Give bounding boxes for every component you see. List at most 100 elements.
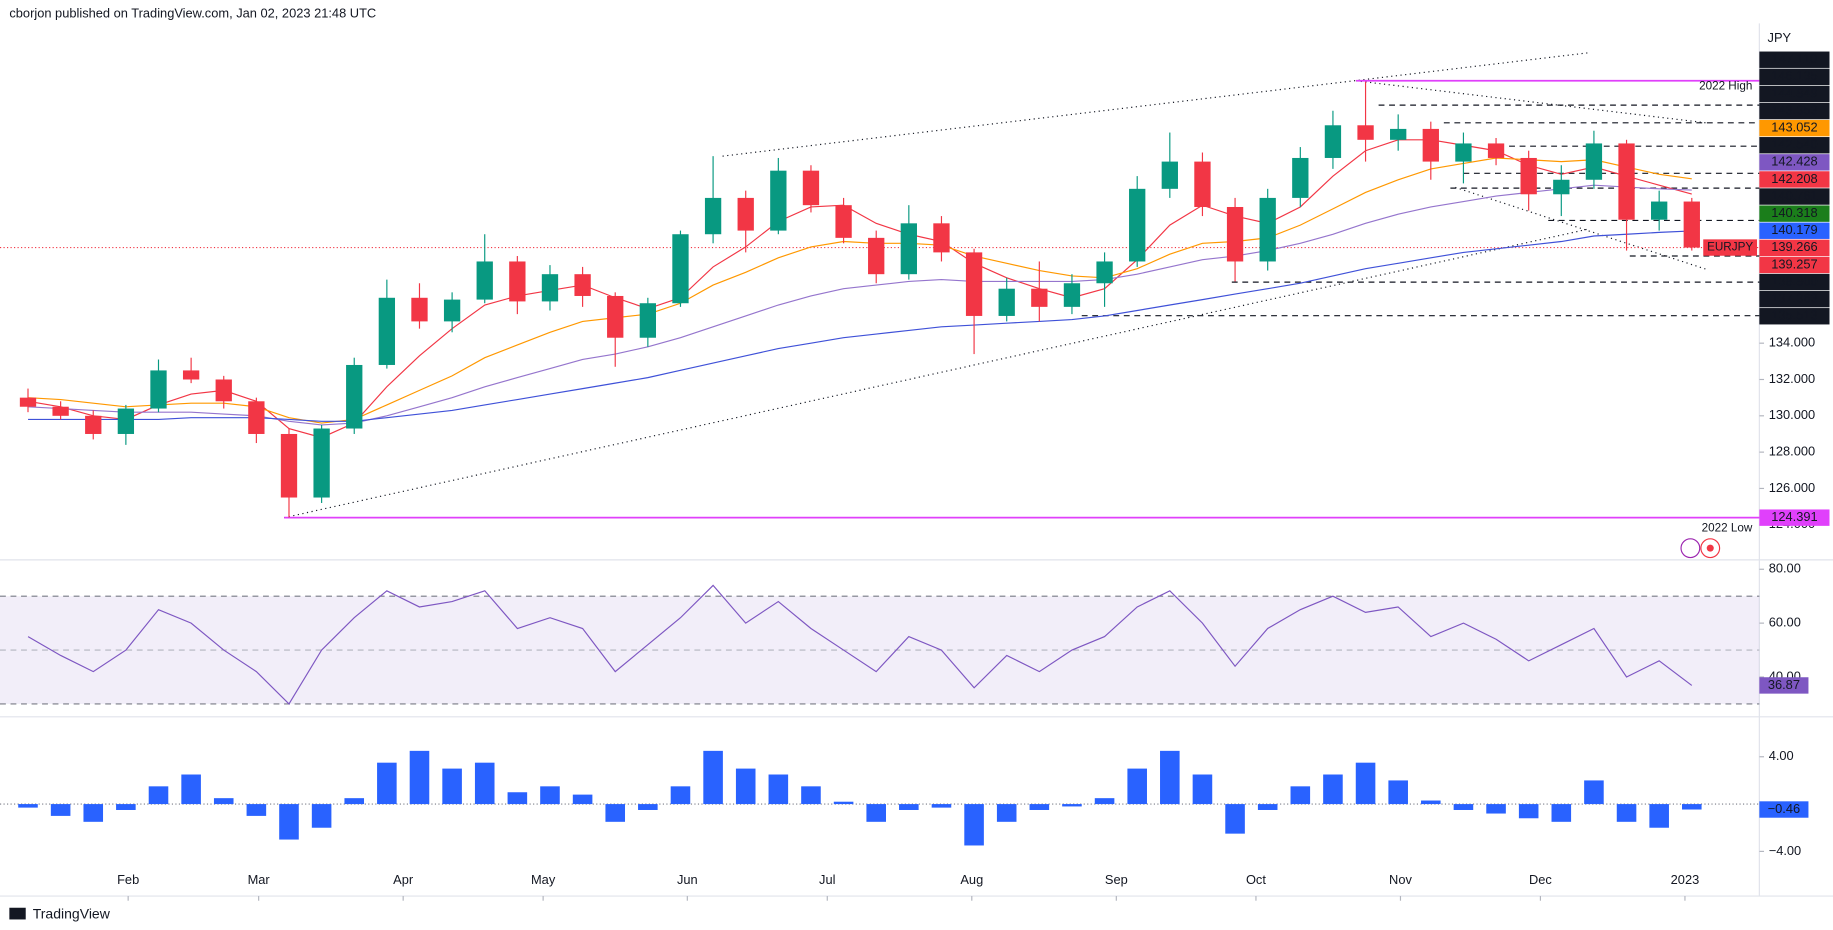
price-label: 143.353 [1771, 102, 1817, 117]
histogram-bar [801, 786, 821, 805]
candle-body [182, 370, 200, 380]
candle-body [1194, 161, 1211, 207]
candle-body [868, 237, 885, 275]
moving-average [28, 184, 1692, 426]
candle-body [965, 252, 983, 316]
header: cborjon published on TradingView.com, Ja… [9, 5, 376, 20]
histogram-bar [344, 798, 365, 805]
price-label-box [1759, 222, 1830, 239]
histogram-bar [1029, 804, 1050, 810]
price-label: 138.800 [1771, 273, 1817, 288]
price-label-box [1759, 119, 1830, 137]
last-value: 36.87 [1768, 677, 1800, 692]
candle-body [1161, 161, 1178, 189]
histogram-bar [1094, 798, 1115, 805]
symbol-tag-box [1703, 239, 1758, 256]
x-tick-label: Jun [677, 872, 698, 887]
x-tick-label: Feb [117, 872, 139, 887]
x-tick-label: May [531, 872, 556, 887]
candle-body [509, 261, 526, 302]
price-label-box [1759, 509, 1830, 526]
price-label-box [1759, 188, 1830, 205]
candle-body [639, 303, 657, 338]
histogram-bar [1127, 768, 1147, 805]
price-label: 140.318 [1771, 205, 1817, 220]
candle-body [607, 295, 624, 338]
histogram-bar [409, 750, 430, 805]
histogram-bar [148, 786, 169, 805]
price-label-box [1759, 154, 1830, 171]
extreme-label: 2022 High [1699, 80, 1752, 93]
x-tick-label: Jul [819, 872, 835, 887]
histogram-bar [931, 804, 952, 808]
candle-body [476, 261, 493, 300]
candle-body [1422, 128, 1439, 162]
histogram-bar [83, 804, 104, 822]
histogram-bar [1225, 804, 1245, 834]
histogram-bar [866, 804, 886, 822]
price-label-box [1759, 256, 1830, 274]
histogram-bar [1355, 762, 1376, 805]
symbol-tag: EURJPY [1707, 241, 1753, 254]
histogram-bar [833, 801, 854, 805]
histogram-bar [638, 804, 658, 810]
candle-body [1520, 157, 1537, 195]
moving-average [27, 139, 1692, 439]
histogram-bar [1323, 774, 1343, 805]
histogram-bar [1062, 804, 1082, 807]
histogram-bar [1160, 750, 1180, 805]
y-tick-label: −4.00 [1769, 843, 1802, 858]
candle-body [19, 397, 37, 407]
candle-body [1226, 206, 1244, 262]
price-label: 139.266 [1771, 239, 1817, 254]
candle-body [313, 428, 330, 498]
candle-body [770, 170, 787, 231]
candle-body [574, 274, 591, 296]
candle-body [541, 274, 559, 302]
candle-body [117, 408, 135, 434]
histogram-bar [1551, 804, 1572, 822]
histogram-bar [1649, 804, 1669, 828]
price-label-box [1759, 290, 1830, 308]
candle-body [411, 297, 428, 322]
price-label-box [1759, 85, 1830, 103]
histogram-bar [964, 804, 984, 846]
candle-body [52, 406, 69, 416]
price-label: 144.849 [1771, 85, 1817, 100]
histogram-bar [703, 750, 723, 805]
candle-body [1259, 197, 1276, 262]
x-tick-label: Mar [248, 872, 271, 887]
candle-body [1031, 288, 1048, 307]
candle-body [1063, 283, 1081, 307]
y-tick-label: 128.000 [1769, 444, 1815, 459]
histogram-bar [540, 786, 560, 805]
price-label-box [1759, 137, 1830, 154]
candle-body [1390, 128, 1407, 140]
x-tick-label: Sep [1105, 872, 1128, 887]
candle-body [1292, 157, 1309, 198]
y-tick-label: 132.000 [1769, 371, 1815, 386]
icon [1706, 544, 1714, 552]
histogram-bar [1421, 800, 1441, 805]
price-label-box [1759, 239, 1830, 257]
histogram-bar [1453, 804, 1474, 810]
histogram-bar [768, 774, 789, 805]
histogram-bar [605, 804, 626, 822]
y-tick-label: 134.000 [1769, 335, 1815, 350]
candle-body [215, 379, 232, 402]
histogram-bar [1616, 804, 1637, 822]
candle-body [346, 364, 363, 429]
candle-body [933, 223, 950, 253]
last-value-box [1759, 801, 1809, 818]
candle-body [85, 415, 102, 434]
price-label: 135.513 [1771, 308, 1817, 323]
histogram-bar [18, 804, 38, 808]
candle-body [280, 433, 298, 498]
candle-body [1324, 125, 1342, 158]
candle-body [1651, 201, 1668, 220]
histogram-bar [507, 792, 528, 805]
trendline [722, 52, 1590, 157]
y-tick-label: 80.00 [1769, 561, 1801, 576]
candle-body [378, 297, 396, 365]
